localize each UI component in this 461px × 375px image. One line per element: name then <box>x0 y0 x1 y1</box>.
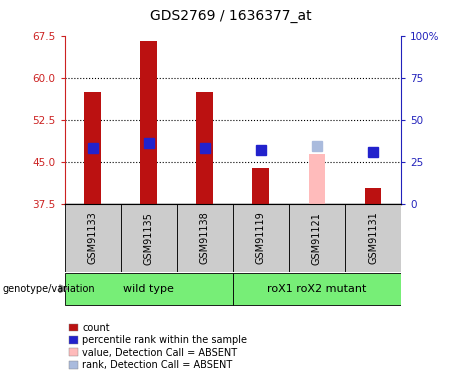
Bar <box>365 188 381 204</box>
Text: GSM91135: GSM91135 <box>144 211 154 265</box>
Bar <box>233 204 289 272</box>
Text: genotype/variation: genotype/variation <box>2 284 95 294</box>
Bar <box>233 273 401 305</box>
Legend: count, percentile rank within the sample, value, Detection Call = ABSENT, rank, : count, percentile rank within the sample… <box>70 323 247 370</box>
Bar <box>84 92 101 204</box>
Text: GSM91119: GSM91119 <box>256 212 266 264</box>
Bar <box>289 204 345 272</box>
Text: GSM91131: GSM91131 <box>368 212 378 264</box>
Bar <box>196 92 213 204</box>
Bar <box>121 204 177 272</box>
Text: GSM91121: GSM91121 <box>312 211 322 265</box>
Text: GSM91133: GSM91133 <box>88 212 98 264</box>
Text: GDS2769 / 1636377_at: GDS2769 / 1636377_at <box>150 9 311 23</box>
Bar <box>177 204 233 272</box>
Text: wild type: wild type <box>123 284 174 294</box>
Bar <box>253 168 269 204</box>
Text: roX1 roX2 mutant: roX1 roX2 mutant <box>267 284 366 294</box>
Bar <box>65 204 121 272</box>
Bar <box>345 204 401 272</box>
Bar <box>65 273 233 305</box>
Text: GSM91138: GSM91138 <box>200 212 210 264</box>
Bar <box>140 41 157 204</box>
Bar <box>308 154 325 204</box>
